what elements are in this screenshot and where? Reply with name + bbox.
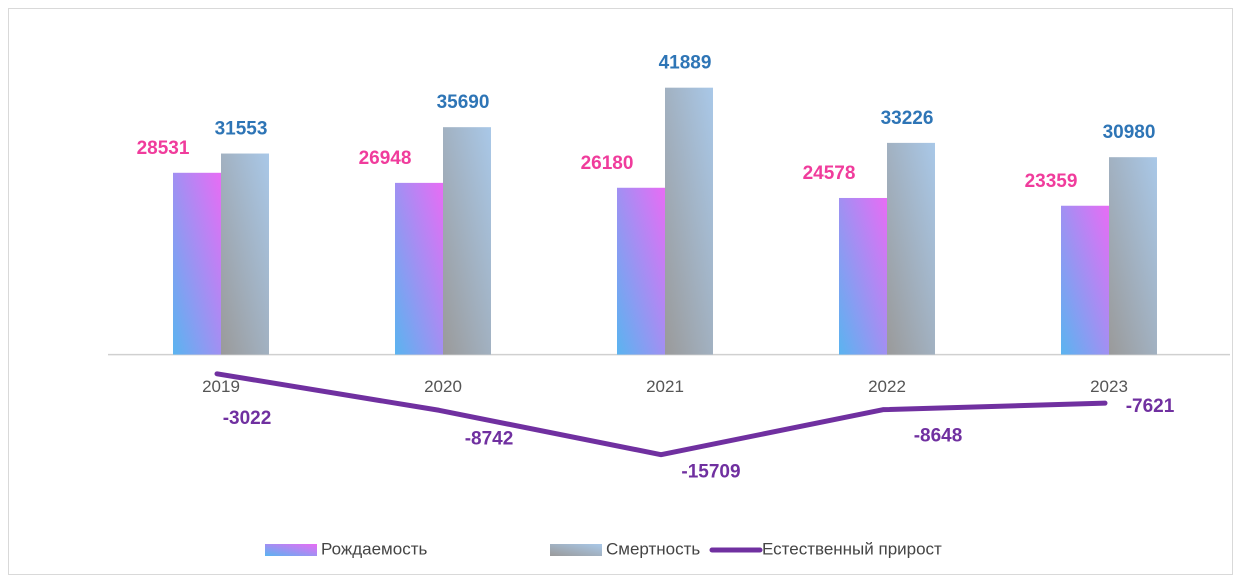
bar xyxy=(1109,157,1157,355)
bar xyxy=(395,182,443,355)
data-label: -3022 xyxy=(223,408,272,429)
legend-label: Смертность xyxy=(606,539,700,558)
data-label: 23359 xyxy=(1025,171,1078,192)
x-tick-label: 2022 xyxy=(868,377,906,396)
data-label: 28531 xyxy=(137,138,190,159)
bar xyxy=(221,153,269,355)
data-label: -8648 xyxy=(914,426,963,447)
bar xyxy=(617,187,665,355)
legend-swatch xyxy=(265,544,317,556)
line-series xyxy=(214,371,1108,458)
data-label: 35690 xyxy=(437,92,490,113)
bar xyxy=(443,127,491,355)
data-label: -7621 xyxy=(1126,396,1175,417)
legend-label: Естественный прирост xyxy=(762,539,942,558)
x-tick-label: 2019 xyxy=(202,377,240,396)
legend-swatch xyxy=(550,544,602,556)
data-label: 41889 xyxy=(659,53,712,74)
bar xyxy=(173,172,221,355)
bar xyxy=(665,87,713,355)
data-label: 31553 xyxy=(215,119,268,140)
data-label: 26180 xyxy=(581,153,634,174)
data-label: 26948 xyxy=(359,148,412,169)
legend-label: Рождаемость xyxy=(321,539,427,558)
data-label: 30980 xyxy=(1103,122,1156,143)
data-label: -8742 xyxy=(465,428,514,449)
x-tick-label: 2023 xyxy=(1090,377,1128,396)
bar xyxy=(1061,205,1109,355)
data-label: 24578 xyxy=(803,163,856,184)
data-label: -15709 xyxy=(681,462,740,483)
bar xyxy=(839,197,887,355)
data-label: 33226 xyxy=(881,108,934,129)
x-tick-label: 2020 xyxy=(424,377,462,396)
x-tick-label: 2021 xyxy=(646,377,684,396)
bar xyxy=(887,142,935,355)
